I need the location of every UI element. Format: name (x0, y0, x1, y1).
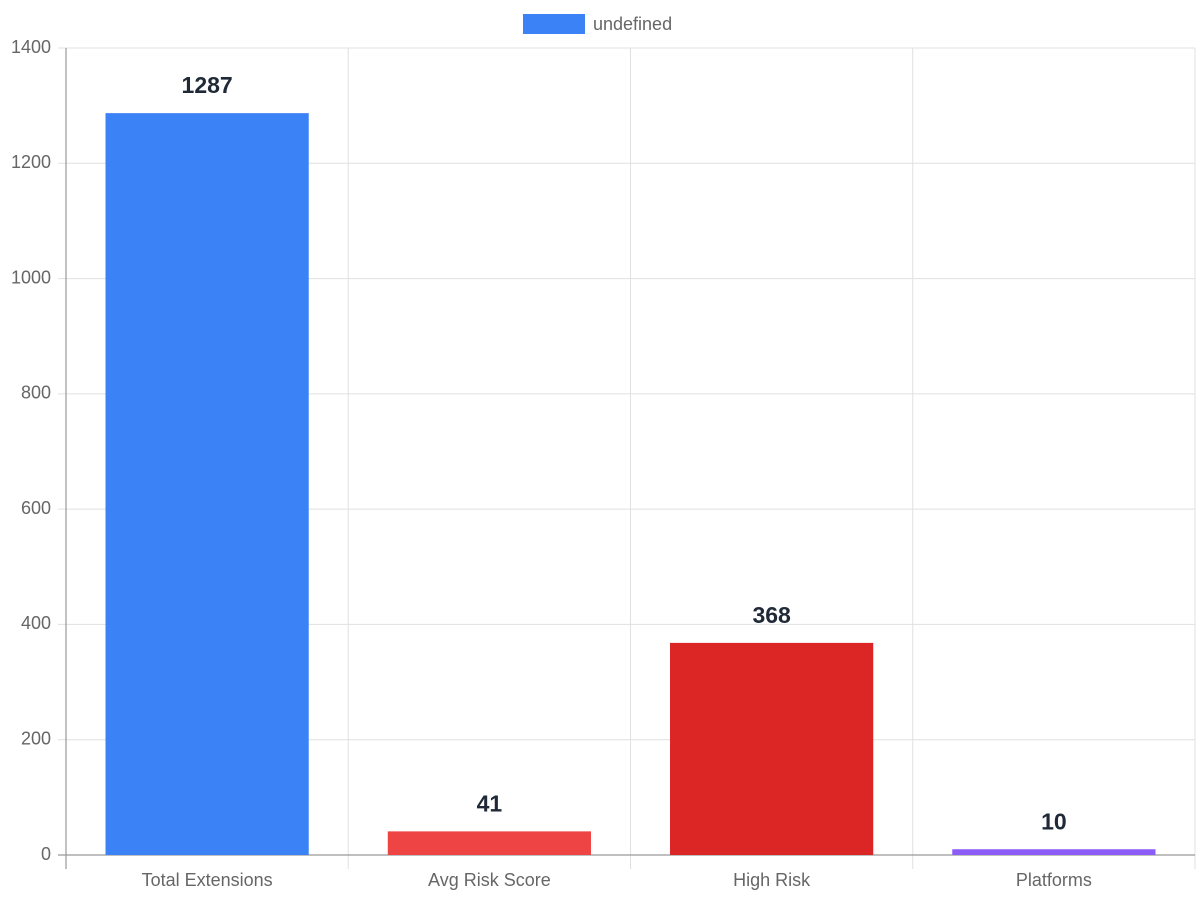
y-tick-label: 0 (41, 844, 51, 864)
value-label: 41 (477, 790, 503, 816)
legend-swatch (523, 14, 585, 34)
x-tick-label: High Risk (733, 870, 811, 890)
y-tick-label: 400 (21, 613, 51, 633)
bar (952, 849, 1156, 855)
bar (105, 113, 309, 856)
y-tick-label: 200 (21, 728, 51, 748)
x-tick-label: Platforms (1016, 870, 1092, 890)
value-label: 368 (752, 602, 791, 628)
y-tick-label: 1000 (11, 267, 51, 287)
y-tick-label: 1200 (11, 152, 51, 172)
bar (670, 642, 874, 855)
y-tick-label: 1400 (11, 37, 51, 57)
y-tick-label: 600 (21, 498, 51, 518)
bar (387, 831, 591, 855)
x-tick-label: Avg Risk Score (428, 870, 551, 890)
value-label: 10 (1041, 808, 1067, 834)
legend-label: undefined (593, 14, 672, 34)
y-tick-label: 800 (21, 383, 51, 403)
value-label: 1287 (182, 72, 233, 98)
x-tick-label: Total Extensions (142, 870, 273, 890)
